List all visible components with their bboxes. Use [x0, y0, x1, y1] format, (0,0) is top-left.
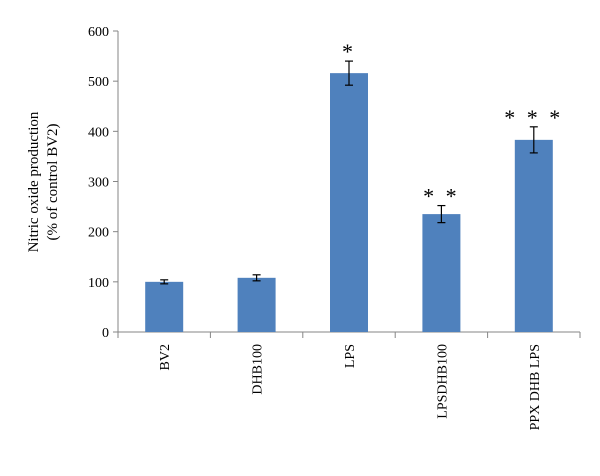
significance-marker: * * * — [504, 105, 563, 130]
x-tick-label: DHB100 — [251, 344, 266, 395]
plot-area: 0 100 200 300 400 500 600 BV2 DHB100 * LPS * * LPSDH… — [88, 25, 581, 430]
bar-dhb100 — [237, 277, 276, 332]
y-axis-label: Nitric oxide production (% of control BV… — [26, 111, 61, 252]
y-tick-label: 200 — [88, 226, 109, 241]
y-tick-label: 300 — [88, 176, 109, 191]
bar-ppx-dhb-lps — [514, 139, 553, 332]
y-tick-label: 0 — [102, 326, 109, 341]
bar-lpsdhb100 — [422, 214, 461, 332]
y-tick-label: 600 — [88, 25, 109, 40]
y-tick-label: 100 — [88, 276, 109, 291]
y-axis-label-line-1: Nitric oxide production — [26, 111, 42, 252]
y-tick-label: 400 — [88, 125, 109, 140]
significance-marker: * — [342, 39, 356, 64]
x-tick-label: LPSDHB100 — [435, 344, 450, 419]
x-tick-label: PPX DHB LPS — [528, 344, 543, 430]
x-tick-label: BV2 — [158, 344, 173, 370]
bar-bv2 — [145, 281, 184, 332]
y-axis-label-line-2: (% of control BV2) — [45, 123, 61, 240]
x-tick-label: LPS — [343, 344, 358, 368]
bar-lps — [330, 73, 368, 332]
significance-marker: * * — [423, 184, 460, 209]
y-tick-label: 500 — [88, 75, 109, 90]
